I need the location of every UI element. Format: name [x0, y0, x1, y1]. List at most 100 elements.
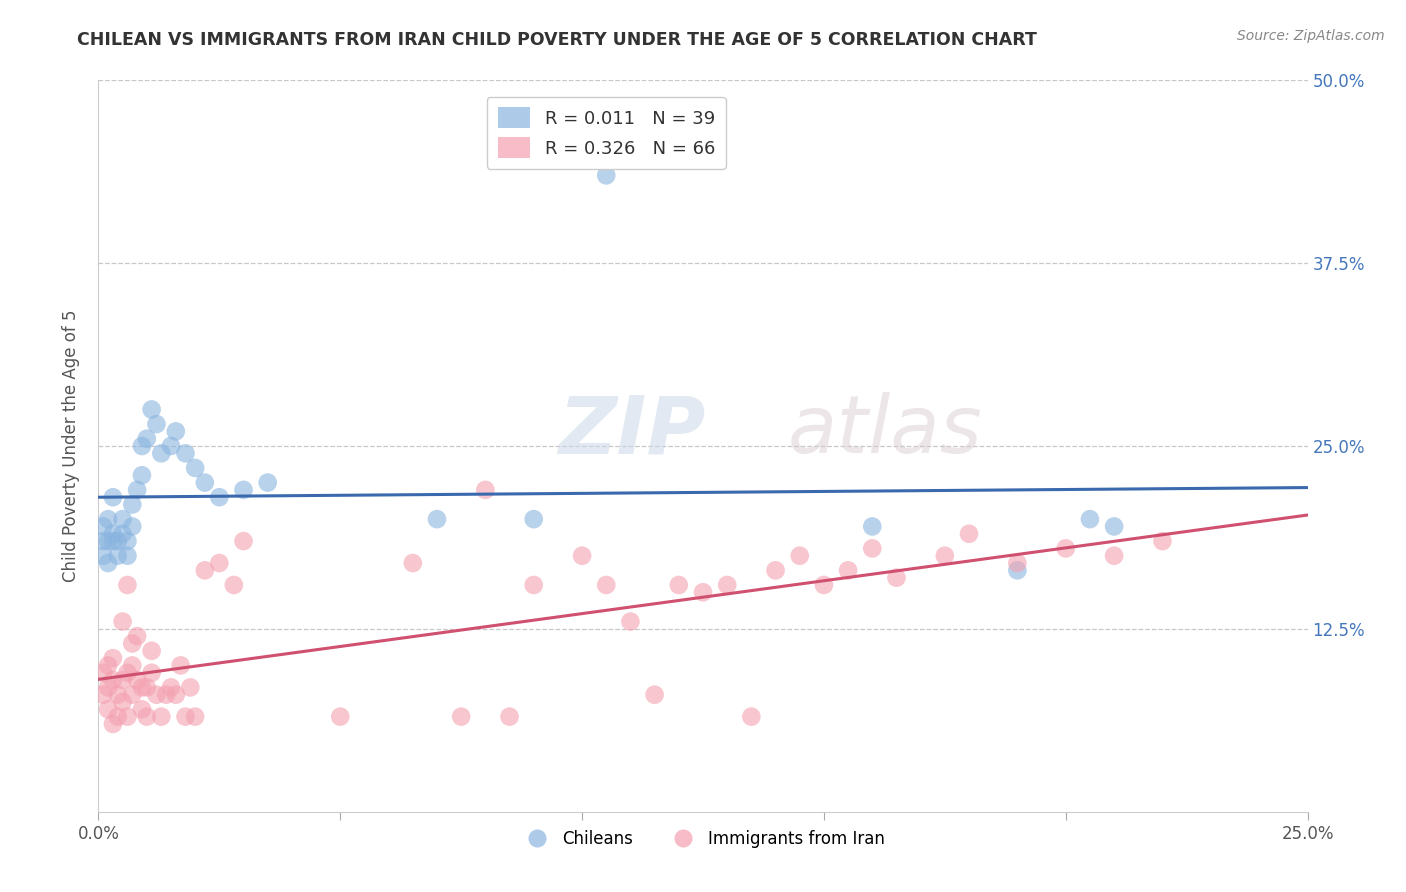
- Point: [97, 556, 120, 570]
- Text: Source: ZipAtlas.com: Source: ZipAtlas.com: [1237, 29, 1385, 43]
- Point: [1078, 512, 1101, 526]
- Text: CHILEAN VS IMMIGRANTS FROM IRAN CHILD POVERTY UNDER THE AGE OF 5 CORRELATION CHA: CHILEAN VS IMMIGRANTS FROM IRAN CHILD PO…: [77, 31, 1038, 49]
- Point: [145, 688, 167, 702]
- Point: [150, 709, 173, 723]
- Point: [117, 534, 139, 549]
- Point: [1054, 541, 1077, 556]
- Point: [765, 563, 787, 577]
- Point: [450, 709, 472, 723]
- Point: [160, 681, 183, 695]
- Point: [107, 688, 129, 702]
- Point: [934, 549, 956, 563]
- Point: [117, 709, 139, 723]
- Point: [135, 681, 157, 695]
- Point: [184, 461, 207, 475]
- Point: [194, 475, 217, 490]
- Point: [184, 709, 207, 723]
- Point: [256, 475, 278, 490]
- Point: [789, 549, 811, 563]
- Point: [91, 665, 114, 680]
- Point: [813, 578, 835, 592]
- Point: [131, 681, 153, 695]
- Point: [740, 709, 762, 723]
- Point: [208, 556, 231, 570]
- Point: [160, 439, 183, 453]
- Point: [97, 534, 120, 549]
- Point: [860, 519, 883, 533]
- Point: [1007, 563, 1029, 577]
- Point: [1152, 534, 1174, 549]
- Point: [127, 483, 149, 497]
- Point: [145, 417, 167, 431]
- Point: [121, 658, 143, 673]
- Point: [837, 563, 859, 577]
- Point: [957, 526, 980, 541]
- Point: [131, 702, 153, 716]
- Point: [101, 673, 124, 687]
- Point: [165, 688, 187, 702]
- Point: [668, 578, 690, 592]
- Point: [1102, 519, 1125, 533]
- Point: [97, 512, 120, 526]
- Text: atlas: atlas: [787, 392, 983, 470]
- Point: [165, 425, 187, 439]
- Point: [232, 534, 254, 549]
- Point: [1007, 556, 1029, 570]
- Point: [101, 651, 124, 665]
- Point: [595, 169, 617, 183]
- Point: [474, 483, 496, 497]
- Legend: Chileans, Immigrants from Iran: Chileans, Immigrants from Iran: [515, 823, 891, 855]
- Point: [1102, 549, 1125, 563]
- Point: [107, 534, 129, 549]
- Point: [111, 512, 134, 526]
- Point: [97, 681, 120, 695]
- Point: [131, 439, 153, 453]
- Point: [91, 534, 114, 549]
- Point: [111, 526, 134, 541]
- Point: [101, 717, 124, 731]
- Point: [644, 688, 666, 702]
- Point: [402, 556, 425, 570]
- Point: [117, 549, 139, 563]
- Point: [498, 709, 520, 723]
- Point: [222, 578, 245, 592]
- Point: [329, 709, 352, 723]
- Point: [101, 490, 124, 504]
- Point: [127, 629, 149, 643]
- Point: [107, 549, 129, 563]
- Point: [716, 578, 738, 592]
- Point: [860, 541, 883, 556]
- Point: [91, 688, 114, 702]
- Point: [135, 432, 157, 446]
- Point: [111, 673, 134, 687]
- Point: [141, 665, 163, 680]
- Point: [97, 658, 120, 673]
- Point: [141, 402, 163, 417]
- Point: [523, 512, 546, 526]
- Point: [117, 578, 139, 592]
- Point: [194, 563, 217, 577]
- Point: [886, 571, 908, 585]
- Point: [127, 673, 149, 687]
- Point: [121, 498, 143, 512]
- Point: [121, 688, 143, 702]
- Point: [174, 446, 197, 460]
- Point: [111, 695, 134, 709]
- Y-axis label: Child Poverty Under the Age of 5: Child Poverty Under the Age of 5: [62, 310, 80, 582]
- Point: [121, 636, 143, 650]
- Point: [101, 526, 124, 541]
- Text: ZIP: ZIP: [558, 392, 706, 470]
- Point: [619, 615, 641, 629]
- Point: [179, 681, 201, 695]
- Point: [135, 709, 157, 723]
- Point: [571, 549, 593, 563]
- Point: [155, 688, 177, 702]
- Point: [174, 709, 197, 723]
- Point: [426, 512, 449, 526]
- Point: [121, 519, 143, 533]
- Point: [208, 490, 231, 504]
- Point: [101, 534, 124, 549]
- Point: [150, 446, 173, 460]
- Point: [97, 702, 120, 716]
- Point: [91, 519, 114, 533]
